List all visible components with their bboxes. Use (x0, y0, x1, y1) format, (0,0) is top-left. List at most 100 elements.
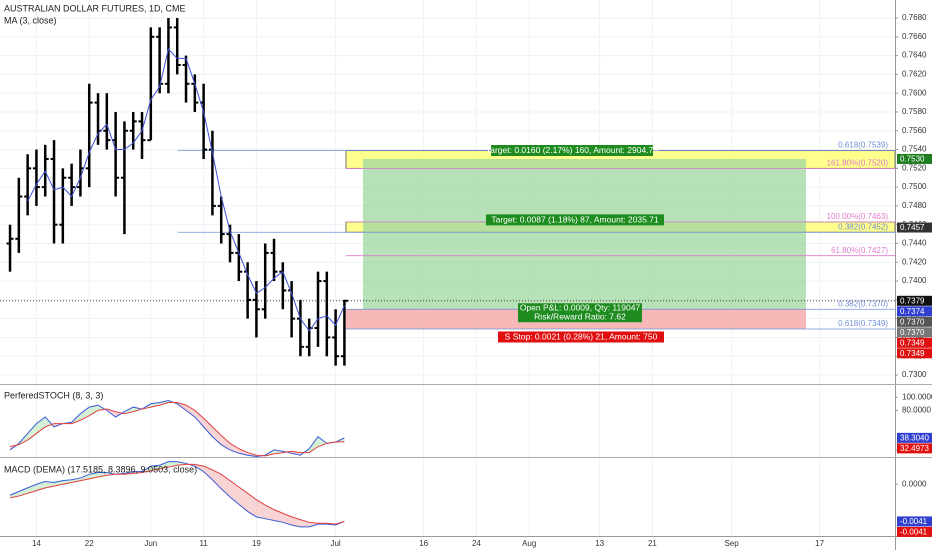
price-tag-label: -0.0041 (900, 517, 928, 526)
price-tag-label: 0.7349 (900, 349, 925, 358)
cross-fill (194, 410, 204, 427)
price-tag (897, 222, 932, 233)
cross-fill (256, 499, 266, 519)
y-tick-label: 0.7440 (902, 239, 927, 248)
cross-fill (309, 436, 319, 453)
price-tag (897, 348, 932, 359)
cross-fill (203, 418, 213, 437)
position-label: Risk/Reward Ratio: 7.62 (534, 312, 626, 322)
position-label-box (486, 214, 664, 226)
price-tag (897, 153, 932, 164)
indicator-line (9, 401, 345, 457)
cross-fill (221, 435, 231, 450)
cross-fill (318, 436, 327, 447)
cross-fill (212, 426, 222, 445)
indicator-title: MACD (DEMA) (17.5185, 8.3896, 9.0503, cl… (4, 464, 197, 474)
y-tick-label: 0.7620 (902, 70, 927, 79)
y-tick-label: 0.7560 (902, 126, 927, 135)
fib-level-label: 0.382(0.7452) (838, 222, 888, 231)
price-tag-label: 0.7349 (900, 338, 925, 347)
x-tick-label: 17 (815, 539, 824, 548)
fib-level-label: 61.80%(0.7427) (831, 246, 888, 255)
y-tick-label: 100.0000 (902, 392, 932, 401)
cross-fill (80, 407, 90, 421)
indicator-title: PerferedSTOCH (8, 3, 3) (4, 390, 103, 400)
price-tag-label: 0.7374 (900, 307, 925, 316)
x-tick-label: Aug (522, 539, 536, 548)
x-tick-label: 24 (472, 539, 481, 548)
y-tick-label: 0.7540 (902, 145, 927, 154)
cross-fill (247, 493, 257, 517)
position-label-box (491, 144, 653, 156)
indicator-line (9, 461, 345, 528)
x-tick-label: 16 (419, 539, 428, 548)
cross-fill (230, 443, 239, 454)
position-label: Open P&L: 0.0009, Qty: 119047 (520, 303, 641, 313)
x-tick-label: 22 (85, 539, 94, 548)
fib-level-label: 0.382(0.7370) (838, 299, 888, 308)
price-tag-label: 0.7379 (900, 296, 925, 305)
y-tick-label: 0.7660 (902, 32, 927, 41)
x-tick-label: Jun (144, 539, 157, 548)
price-tag (897, 526, 932, 537)
x-tick-label: 21 (648, 539, 657, 548)
y-tick-label: 0.7300 (902, 370, 927, 379)
price-tag-label: 0.7457 (900, 223, 925, 232)
chart-title: AUSTRALIAN DOLLAR FUTURES, 1D, CME (4, 3, 186, 13)
cross-fill (221, 474, 231, 497)
y-tick-label: 0.7520 (902, 163, 927, 172)
y-tick-label: 0.7480 (902, 201, 927, 210)
position-label: Target: 0.0160 (2.17%) 160, Amount: 2904… (486, 145, 658, 155)
cross-fill (27, 423, 37, 441)
price-tag (897, 306, 932, 317)
cross-fill (300, 519, 310, 527)
x-tick-label: 14 (32, 539, 41, 548)
fib-level-label: 161.80%(0.7520) (827, 158, 889, 167)
cross-fill (89, 405, 99, 416)
price-tag (897, 295, 932, 306)
zone (363, 158, 806, 310)
fib-level-label: 0.618(0.7539) (838, 141, 888, 150)
y-tick-label: 0.7500 (902, 182, 927, 191)
cross-fill (45, 416, 55, 427)
cross-fill (71, 477, 81, 483)
price-tag (897, 337, 932, 348)
price-tag-label: 0.7370 (900, 328, 925, 337)
price-tag (897, 327, 932, 338)
y-tick-label: 80.0000 (902, 405, 931, 414)
cross-fill (238, 486, 248, 512)
y-tick-label: 0.7600 (902, 88, 927, 97)
position-label: Target: 0.0087 (1.18%) 87, Amount: 2035.… (491, 215, 659, 225)
position-label: S Stop: 0.0021 (0.28%) 21, Amount: 750 (505, 332, 658, 342)
y-tick-label: 0.0000 (902, 479, 927, 488)
cross-fill (168, 461, 178, 468)
position-label-box (498, 331, 664, 343)
position-label-box (518, 303, 642, 323)
price-tag (897, 516, 932, 527)
fib-level-label: 100.00%(0.7463) (827, 212, 889, 221)
cross-fill (212, 469, 222, 489)
x-tick-label: 11 (199, 539, 208, 548)
cross-fill (98, 472, 107, 478)
y-tick-label: 0.7640 (902, 51, 927, 60)
price-tag-label: 32.4973 (900, 444, 929, 453)
x-tick-label: 13 (595, 539, 604, 548)
price-tag (897, 432, 932, 443)
cross-fill (36, 416, 46, 434)
plot-layer: 0.618(0.7539) 161.80%(0.7520) 100.00%(0.74… (0, 0, 896, 536)
y-tick-label: 0.7680 (902, 13, 927, 22)
indicator-line (9, 463, 345, 525)
price-tag-label: 38.3040 (900, 433, 929, 442)
indicator-title: MA (3, close) (4, 15, 57, 25)
price-tag-label: 0.7370 (900, 317, 925, 326)
y-tick-label: 0.7420 (902, 257, 927, 266)
fib-level-label: 0.618(0.7349) (838, 319, 888, 328)
y-tick-label: 0.7580 (902, 107, 927, 116)
ma-line (27, 48, 345, 332)
cross-fill (186, 405, 195, 417)
price-tag (897, 316, 932, 327)
price-tag-label: -0.0041 (900, 528, 928, 537)
x-tick-label: 19 (252, 539, 261, 548)
cross-fill (203, 466, 213, 480)
